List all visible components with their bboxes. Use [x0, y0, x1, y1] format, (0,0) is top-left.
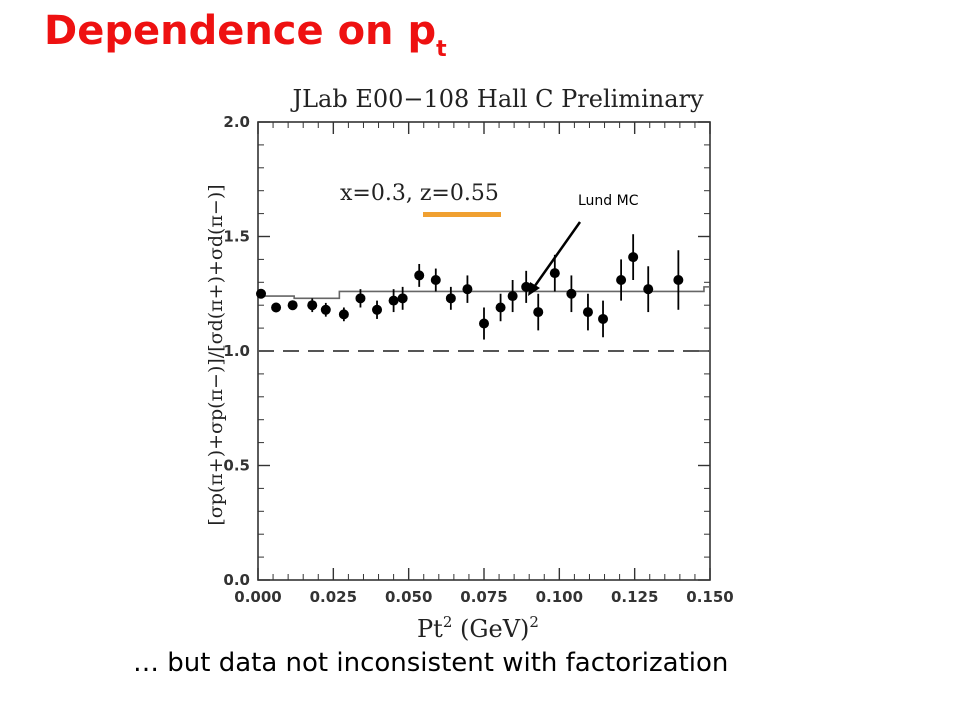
data-point [598, 313, 609, 324]
x-tick-label: 0.025 [310, 588, 357, 606]
x-axis-label: Pt2 (GeV)2 [417, 613, 539, 643]
data-point [430, 275, 441, 286]
x-tick-label: 0.100 [536, 588, 583, 606]
kinematics-marker [423, 212, 501, 217]
data-point [397, 293, 408, 304]
data-point [628, 252, 639, 263]
data-point [287, 300, 298, 311]
x-tick-label: 0.050 [385, 588, 432, 606]
data-point [320, 304, 331, 315]
data-point [521, 281, 532, 292]
data-point [372, 304, 383, 315]
lund-mc-arrow [530, 221, 582, 291]
data-point [616, 275, 627, 286]
y-tick-label: 0.5 [223, 457, 250, 475]
ticks: 0.000 0.025 0.050 0.075 0.100 0.125 0.150 0.0 0.… [223, 113, 733, 606]
x-tick-label: 0.125 [611, 588, 658, 606]
data-point [673, 275, 684, 286]
x-axis-label-rest: (GeV) [452, 615, 529, 643]
y-tick-label: 1.0 [223, 342, 250, 360]
data-point [355, 293, 366, 304]
x-tick-label: 0.150 [686, 588, 733, 606]
y-tick-label: 1.5 [223, 228, 250, 246]
x-axis-label-sup2: 2 [529, 613, 539, 631]
data-point [582, 307, 593, 318]
data-point [549, 268, 560, 279]
x-tick-label: 0.075 [460, 588, 507, 606]
data-points [256, 234, 684, 340]
x-axis-label-main: Pt [417, 615, 443, 643]
data-point [414, 270, 425, 281]
y-tick-label: 0.0 [223, 571, 250, 589]
data-point [479, 318, 489, 329]
lund-mc-arrowhead [528, 282, 540, 296]
slide-title: Dependence on pt [44, 8, 447, 62]
data-point [495, 302, 506, 313]
data-point [533, 307, 544, 318]
data-point [307, 300, 318, 311]
y-axis-label: [σp(π+)+σp(π−)]/[σd(π+)+σd(π−)] [205, 184, 227, 525]
data-point [338, 309, 349, 320]
lund-mc-steps [258, 286, 710, 300]
data-point [271, 302, 282, 313]
slide-title-main: Dependence on p [44, 8, 437, 54]
slide-caption: … but data not inconsistent with factori… [133, 648, 729, 678]
lund-mc-line [258, 286, 710, 300]
data-point [445, 293, 456, 304]
data-point [388, 295, 399, 306]
x-axis-label-sup: 2 [443, 613, 453, 631]
chart-title: JLab E00−108 Hall C Preliminary [289, 85, 704, 113]
data-point [462, 284, 473, 295]
data-point [256, 288, 267, 299]
lund-mc-annotation: Lund MC [578, 193, 639, 209]
data-point [507, 291, 518, 302]
data-point [566, 288, 577, 299]
x-tick-label: 0.000 [234, 588, 281, 606]
kinematics-label: x=0.3, z=0.55 [340, 181, 499, 206]
y-tick-label: 2.0 [223, 113, 250, 131]
data-point [643, 284, 654, 295]
slide-title-subscript: t [436, 37, 447, 62]
